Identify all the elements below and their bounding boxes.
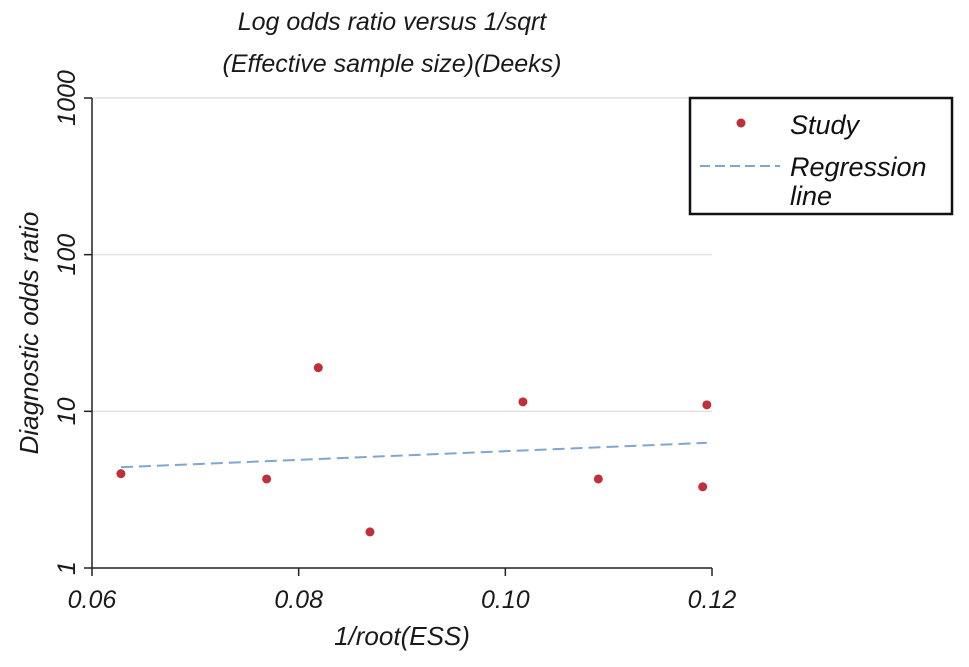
x-axis-label: 1/root(ESS) [334,621,470,651]
legend-box [688,96,954,216]
y-tick-label: 1000 [53,70,81,126]
study-point [698,482,708,492]
y-gridlines [92,97,712,413]
y-tick-label: 10 [53,397,81,425]
y-tick-label: 1 [53,561,81,575]
x-axis-ticks: 0.06 0.08 0.10 0.12 [68,568,737,614]
x-tick-label: 0.10 [481,586,530,614]
y-axis-ticks: 1 10 100 1000 [53,70,92,575]
chart-title-line-1: Log odds ratio versus 1/sqrt [238,8,548,36]
legend: Study Regression line [688,96,954,216]
legend-study-marker [736,118,746,128]
study-point [116,469,126,479]
legend-study-label: Study [790,110,861,140]
x-tick-label: 0.08 [274,586,323,614]
study-point [262,474,272,484]
y-tick-label: 100 [53,234,81,276]
study-point [365,527,375,537]
x-tick-label: 0.12 [688,586,737,614]
study-point [702,400,712,410]
x-tick-label: 0.06 [68,586,117,614]
chart-title: Log odds ratio versus 1/sqrt (Effective … [223,8,562,78]
regression-line [120,441,707,469]
study-point [593,474,603,484]
y-axis-label: Diagnostic odds ratio [14,212,44,455]
regression-line-group [120,441,707,469]
study-point [313,363,323,373]
study-points [116,363,712,537]
chart-title-line-2: (Effective sample size)(Deeks) [223,50,562,78]
legend-regression-label-line-2: line [790,181,832,211]
legend-regression-label-line-1: Regression [790,152,927,182]
study-point [518,397,528,407]
